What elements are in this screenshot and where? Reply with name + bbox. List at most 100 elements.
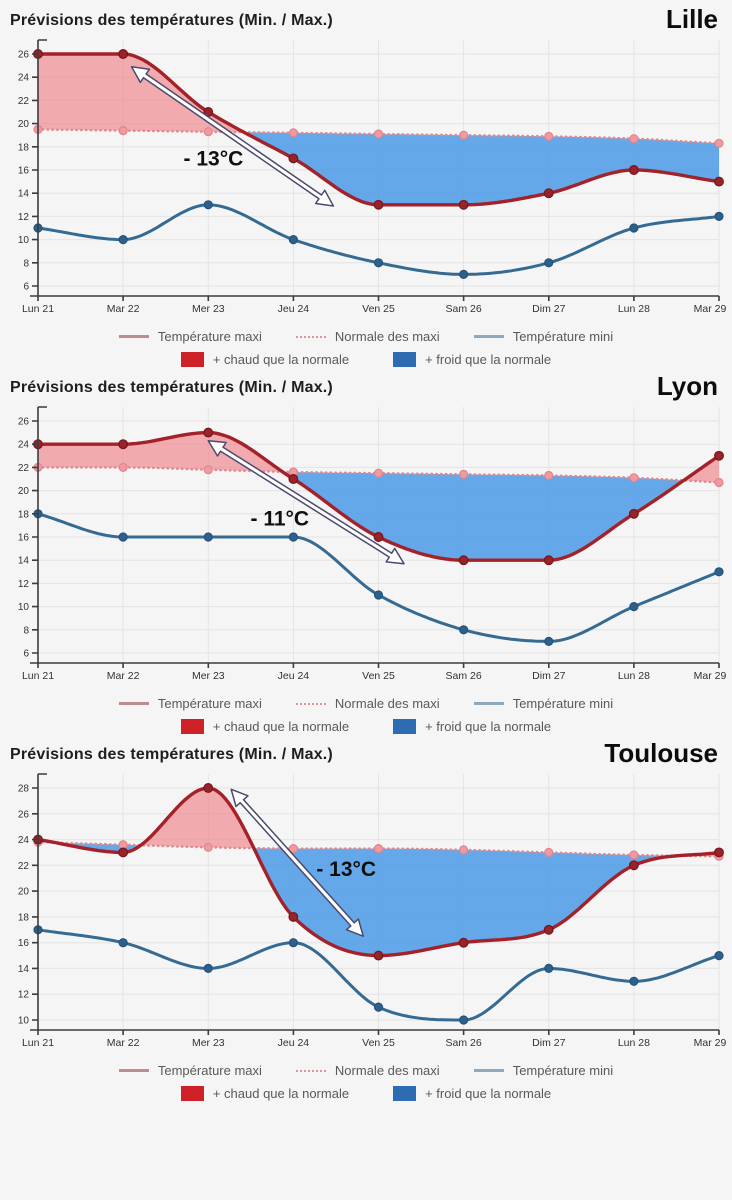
legend-label: + froid que la normale bbox=[425, 352, 552, 367]
svg-text:Dim 27: Dim 27 bbox=[532, 303, 565, 315]
legend-row-fills: + chaud que la normale + froid que la no… bbox=[0, 352, 732, 367]
svg-text:26: 26 bbox=[18, 50, 30, 61]
legend-item-colder[interactable]: + froid que la normale bbox=[393, 352, 551, 367]
maxi-line-swatch bbox=[118, 335, 149, 338]
svg-text:Jeu 24: Jeu 24 bbox=[278, 303, 310, 315]
chart-header: Prévisions des températures (Min. / Max.… bbox=[10, 6, 718, 32]
svg-text:Lun 28: Lun 28 bbox=[618, 303, 650, 315]
legend-label: Normale des maxi bbox=[334, 696, 440, 711]
legend-item-maxi[interactable]: Température maxi bbox=[118, 329, 262, 344]
svg-text:22: 22 bbox=[18, 861, 30, 872]
legend-item-normale[interactable]: Normale des maxi bbox=[295, 1063, 440, 1078]
legend-label: Normale des maxi bbox=[334, 329, 440, 344]
svg-text:18: 18 bbox=[18, 509, 30, 520]
city-name: Toulouse bbox=[604, 738, 718, 768]
forecast-section-lille: Prévisions des températures (Min. / Max.… bbox=[0, 0, 732, 367]
lyon-temperature-chart[interactable]: 6 8 10 12 14 16 18 20 22 24 26 Lun 21 Mar 22 Mer 23 Je… bbox=[0, 399, 732, 689]
warmer-fill-swatch bbox=[180, 719, 204, 734]
svg-text:24: 24 bbox=[18, 73, 30, 84]
svg-text:12: 12 bbox=[18, 212, 30, 223]
svg-text:6: 6 bbox=[23, 649, 29, 660]
legend-item-normale[interactable]: Normale des maxi bbox=[295, 696, 440, 711]
svg-text:14: 14 bbox=[18, 189, 30, 200]
svg-text:- 13°C: - 13°C bbox=[184, 147, 244, 170]
legend-item-warmer[interactable]: + chaud que la normale bbox=[180, 719, 350, 734]
svg-text:Sam 26: Sam 26 bbox=[446, 1037, 482, 1049]
legend-row-lines: Température maxi Normale des maxi Tempér… bbox=[0, 329, 732, 344]
legend-item-mini[interactable]: Température mini bbox=[473, 696, 614, 711]
svg-text:6: 6 bbox=[23, 282, 29, 293]
svg-text:Sam 26: Sam 26 bbox=[446, 670, 482, 682]
legend-label: + chaud que la normale bbox=[212, 719, 350, 734]
legend-label: + chaud que la normale bbox=[212, 352, 350, 367]
svg-text:Mer 23: Mer 23 bbox=[192, 670, 225, 682]
svg-text:26: 26 bbox=[18, 417, 30, 428]
chart-header: Prévisions des températures (Min. / Max.… bbox=[10, 371, 718, 401]
svg-text:20: 20 bbox=[18, 887, 30, 898]
svg-text:- 13°C: - 13°C bbox=[316, 858, 376, 881]
svg-text:Lun 21: Lun 21 bbox=[22, 670, 54, 682]
svg-text:Sam 26: Sam 26 bbox=[446, 303, 482, 315]
svg-text:10: 10 bbox=[18, 602, 30, 613]
legend-label: Température mini bbox=[512, 696, 614, 711]
legend-item-warmer[interactable]: + chaud que la normale bbox=[180, 1086, 350, 1101]
legend-label: + chaud que la normale bbox=[212, 1086, 350, 1101]
svg-text:Ven 25: Ven 25 bbox=[362, 670, 395, 682]
warmer-fill-swatch bbox=[180, 1086, 204, 1101]
legend-item-mini[interactable]: Température mini bbox=[473, 329, 614, 344]
svg-text:Mar 29: Mar 29 bbox=[694, 670, 727, 682]
normale-dotted-swatch bbox=[295, 335, 326, 338]
svg-text:8: 8 bbox=[23, 258, 29, 269]
legend-label: + froid que la normale bbox=[425, 1086, 552, 1101]
legend-item-colder[interactable]: + froid que la normale bbox=[393, 719, 551, 734]
toulouse-temperature-chart[interactable]: 10 12 14 16 18 20 22 24 26 28 Lun 21 Mar 22 Mer 23 Je… bbox=[0, 766, 732, 1056]
svg-text:Ven 25: Ven 25 bbox=[362, 1037, 395, 1049]
forecast-section-lyon: Prévisions des températures (Min. / Max.… bbox=[0, 367, 732, 734]
mini-line-swatch bbox=[473, 1069, 504, 1072]
chart-title: Prévisions des températures (Min. / Max.… bbox=[10, 746, 333, 763]
svg-text:26: 26 bbox=[18, 809, 30, 820]
svg-text:Lun 21: Lun 21 bbox=[22, 1037, 54, 1049]
svg-text:14: 14 bbox=[18, 964, 30, 975]
svg-text:Mar 22: Mar 22 bbox=[107, 1037, 140, 1049]
city-name: Lyon bbox=[656, 371, 718, 401]
normale-dotted-swatch bbox=[295, 1069, 326, 1072]
normale-dotted-swatch bbox=[295, 702, 326, 705]
legend-label: Température mini bbox=[512, 1063, 614, 1078]
legend-label: Température maxi bbox=[157, 696, 262, 711]
svg-text:24: 24 bbox=[18, 835, 30, 846]
svg-text:Mar 22: Mar 22 bbox=[107, 670, 140, 682]
svg-text:28: 28 bbox=[18, 784, 30, 795]
legend-item-colder[interactable]: + froid que la normale bbox=[393, 1086, 551, 1101]
svg-text:16: 16 bbox=[18, 938, 30, 949]
mini-line-swatch bbox=[473, 702, 504, 705]
svg-text:Mar 29: Mar 29 bbox=[694, 303, 727, 315]
svg-text:18: 18 bbox=[18, 142, 30, 153]
svg-text:- 11°C: - 11°C bbox=[251, 507, 310, 530]
legend-item-maxi[interactable]: Température maxi bbox=[118, 696, 262, 711]
svg-text:Jeu 24: Jeu 24 bbox=[278, 1037, 310, 1049]
svg-text:Lun 21: Lun 21 bbox=[22, 303, 54, 315]
legend-item-maxi[interactable]: Température maxi bbox=[118, 1063, 262, 1078]
forecast-section-toulouse: Prévisions des températures (Min. / Max.… bbox=[0, 734, 732, 1101]
legend-label: Température maxi bbox=[157, 329, 262, 344]
legend-item-normale[interactable]: Normale des maxi bbox=[295, 329, 440, 344]
warmer-fill-swatch bbox=[180, 352, 204, 367]
svg-text:Dim 27: Dim 27 bbox=[532, 670, 565, 682]
legend-item-warmer[interactable]: + chaud que la normale bbox=[180, 352, 350, 367]
lille-temperature-chart[interactable]: 6 8 10 12 14 16 18 20 22 24 26 Lun 21 Mar 22 Mer 23 Je… bbox=[0, 32, 732, 322]
chart-title: Prévisions des températures (Min. / Max.… bbox=[10, 379, 333, 396]
mini-line-swatch bbox=[473, 335, 504, 338]
maxi-line-swatch bbox=[118, 1069, 149, 1072]
legend-item-mini[interactable]: Température mini bbox=[473, 1063, 614, 1078]
colder-fill-swatch bbox=[393, 719, 417, 734]
svg-text:Mer 23: Mer 23 bbox=[192, 303, 225, 315]
svg-text:8: 8 bbox=[23, 625, 29, 636]
svg-text:10: 10 bbox=[18, 235, 30, 246]
svg-text:20: 20 bbox=[18, 119, 30, 130]
svg-text:Jeu 24: Jeu 24 bbox=[278, 670, 310, 682]
svg-text:Mar 22: Mar 22 bbox=[107, 303, 140, 315]
legend-label: Température mini bbox=[512, 329, 614, 344]
svg-text:20: 20 bbox=[18, 486, 30, 497]
legend-label: Normale des maxi bbox=[334, 1063, 440, 1078]
